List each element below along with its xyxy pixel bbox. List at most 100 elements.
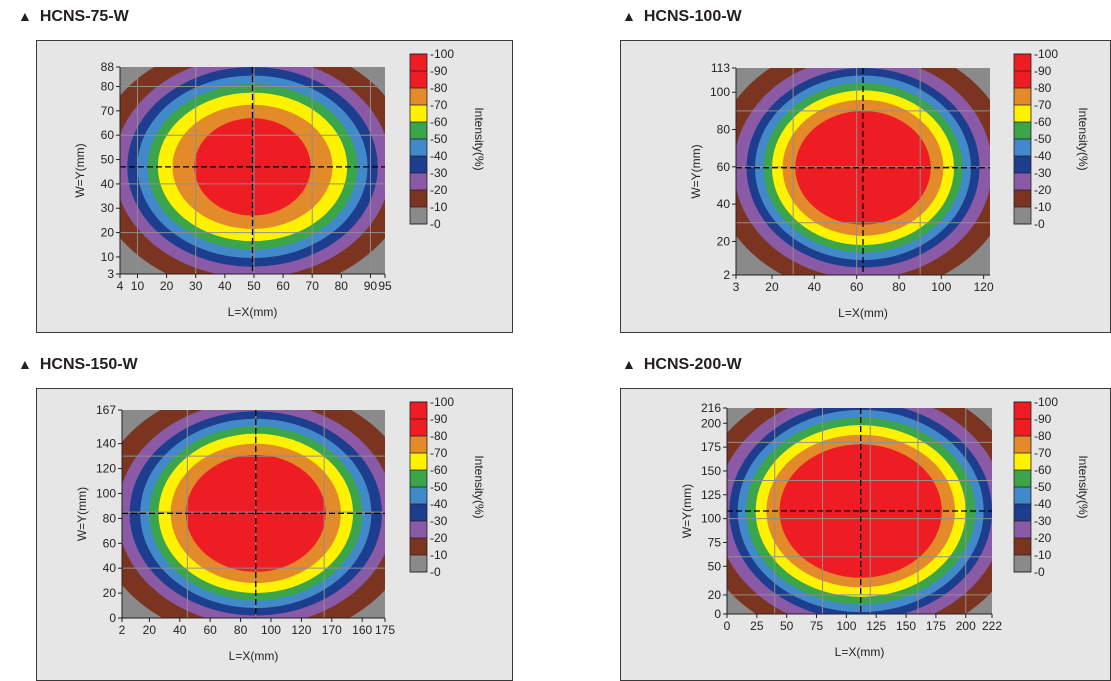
colorbar-swatch (410, 156, 427, 173)
y-tick-label: 140 (96, 437, 116, 451)
panel-title-0: ▲ HCNS-75-W (18, 8, 129, 26)
colorbar-swatch (410, 88, 427, 105)
colorbar-label: -0 (430, 217, 441, 231)
x-tick-label: 80 (234, 623, 248, 637)
colorbar-label: -20 (430, 531, 448, 545)
colorbar-swatch (410, 122, 427, 139)
colorbar-swatch (1014, 156, 1031, 173)
colorbar-label: -70 (430, 98, 448, 112)
y-tick-label: 0 (109, 611, 116, 625)
triangle-icon: ▲ (622, 356, 636, 372)
y-tick-label: 75 (708, 535, 722, 549)
colorbar-label: -70 (1034, 446, 1052, 460)
colorbar-label: -10 (1034, 548, 1052, 562)
x-tick-label: 175 (926, 619, 946, 633)
x-tick-label: 60 (850, 280, 864, 294)
y-tick-label: 175 (701, 440, 721, 454)
x-tick-label: 40 (808, 280, 822, 294)
colorbar-label: -20 (1034, 531, 1052, 545)
colorbar-label: -50 (1034, 480, 1052, 494)
heatmap-area (122, 410, 385, 618)
heatmap-chart: 0 25 50 75 100 125 150 175 200 222 0 20 50 75 100 125 15… (680, 395, 1090, 659)
colorbar-swatch (1014, 487, 1031, 504)
x-tick-label: 175 (375, 623, 395, 637)
colorbar-label: -10 (430, 548, 448, 562)
colorbar-swatch (410, 207, 427, 224)
y-axis-label: W=Y(mm) (75, 487, 89, 541)
heatmap-chart: 2 20 40 60 80 100 120 170 160 175 0 20 40 60 80 100 120 1… (75, 395, 486, 663)
y-tick-label: 113 (711, 61, 730, 75)
colorbar-swatch (410, 54, 427, 71)
x-axis-label: L=X(mm) (228, 305, 278, 319)
heatmap-area (120, 67, 385, 274)
y-tick-label: 3 (107, 267, 114, 281)
colorbar-swatch (410, 402, 427, 419)
x-tick-label: 170 (322, 623, 342, 637)
panel-title-2: ▲ HCNS-150-W (18, 356, 138, 374)
x-tick-label: 100 (261, 623, 281, 637)
y-axis-label: W=Y(mm) (680, 484, 694, 538)
colorbar-swatch (410, 139, 427, 156)
x-tick-label: 222 (982, 619, 1002, 633)
x-tick-label: 75 (810, 619, 824, 633)
y-tick-label: 80 (101, 79, 115, 93)
x-tick-label: 20 (143, 623, 157, 637)
y-tick-label: 100 (710, 85, 730, 99)
y-tick-label: 50 (708, 559, 722, 573)
intensity-colorbar: -100 -90 -80 -70 -60 -50 -40 -30 -20 -10 -0 Intensi… (1013, 47, 1090, 231)
colorbar-label: -60 (1034, 463, 1052, 477)
heatmap-chart: 3 20 40 60 80 100 120 2 20 40 60 80 100 113 L=X(mm) W=Y… (689, 47, 1090, 320)
colorbar-swatch (410, 105, 427, 122)
y-tick-label: 20 (101, 226, 115, 240)
y-tick-label: 80 (103, 511, 117, 525)
x-tick-label: 90 (364, 279, 378, 293)
colorbar-swatch (1014, 173, 1031, 190)
y-tick-label: 70 (101, 104, 115, 118)
x-tick-label: 125 (866, 619, 886, 633)
colorbar-swatch (1014, 538, 1031, 555)
x-axis-label: L=X(mm) (835, 645, 885, 659)
colorbar-swatch (1014, 555, 1031, 572)
y-tick-label: 30 (101, 201, 115, 215)
colorbar-title: Intensity(%) (472, 107, 486, 170)
colorbar-label: -90 (430, 412, 448, 426)
colorbar-label: -10 (430, 200, 448, 214)
y-tick-label: 40 (103, 561, 117, 575)
triangle-icon: ▲ (622, 8, 636, 24)
y-tick-label: 216 (701, 401, 721, 415)
colorbar-label: -100 (430, 47, 454, 61)
colorbar-label: -30 (430, 166, 448, 180)
x-tick-label: 3 (733, 280, 740, 294)
colorbar-swatch (1014, 470, 1031, 487)
x-tick-label: 4 (117, 279, 124, 293)
colorbar-label: -80 (430, 429, 448, 443)
colorbar-label: -50 (1034, 132, 1052, 146)
colorbar-label: -70 (1034, 98, 1052, 112)
x-tick-label: 25 (750, 619, 764, 633)
colorbar-swatch (1014, 71, 1031, 88)
colorbar-swatch (410, 190, 427, 207)
colorbar-swatch (1014, 207, 1031, 224)
x-tick-label: 80 (892, 280, 906, 294)
y-tick-label: 100 (701, 512, 721, 526)
colorbar-label: -60 (430, 115, 448, 129)
colorbar-label: -40 (430, 149, 448, 163)
y-axis-label: W=Y(mm) (689, 144, 703, 198)
colorbar-swatch (1014, 419, 1031, 436)
x-tick-label: 70 (306, 279, 320, 293)
y-tick-label: 100 (96, 486, 116, 500)
panel-title-text: HCNS-150-W (39, 356, 138, 373)
colorbar-swatch (1014, 436, 1031, 453)
colorbar-label: -30 (1034, 166, 1052, 180)
colorbar-label: -90 (430, 64, 448, 78)
colorbar-label: -0 (1034, 565, 1045, 579)
y-tick-label: 200 (701, 416, 721, 430)
panel-title-text: HCNS-75-W (39, 8, 129, 25)
y-tick-label: 125 (701, 488, 721, 502)
x-tick-label: 10 (131, 279, 145, 293)
x-tick-label: 30 (189, 279, 203, 293)
y-tick-label: 2 (723, 268, 730, 282)
panel-title-text: HCNS-200-W (643, 356, 742, 373)
heatmap-area (736, 68, 990, 275)
y-tick-label: 60 (101, 128, 115, 142)
